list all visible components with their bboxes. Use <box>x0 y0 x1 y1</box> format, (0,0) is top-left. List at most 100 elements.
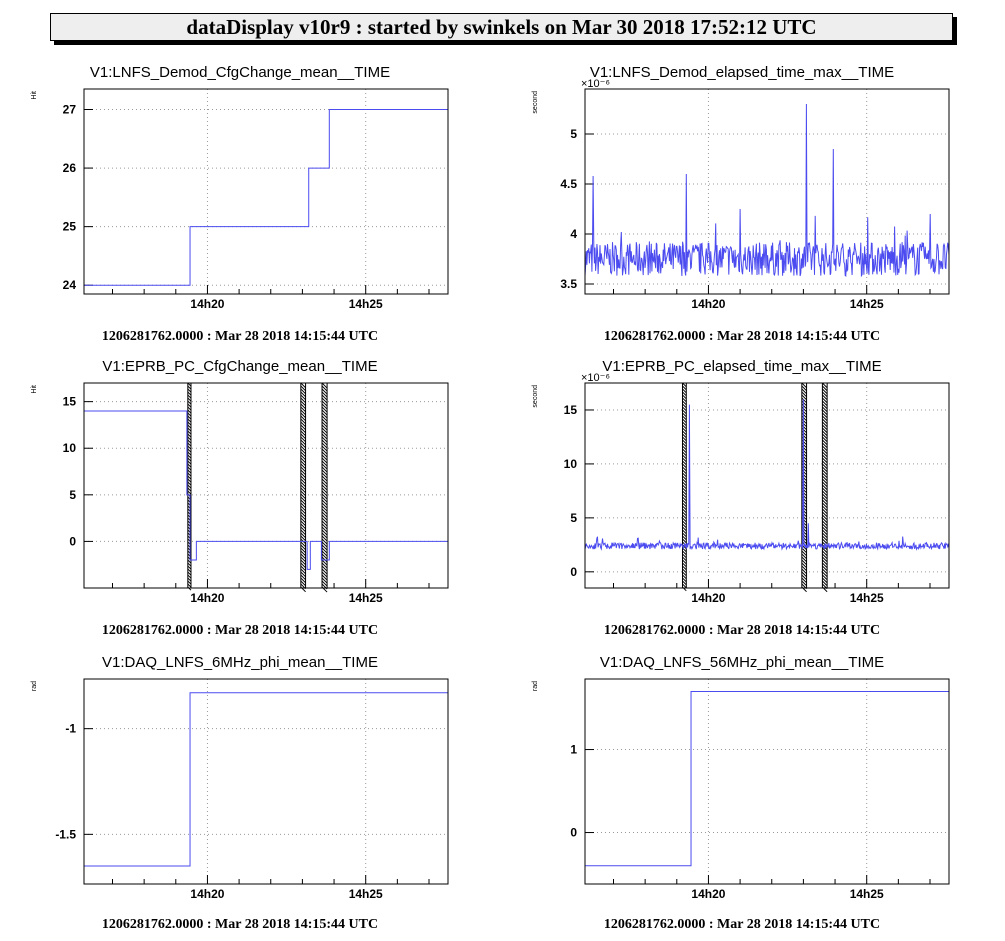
y-tick-label: 27 <box>63 103 77 117</box>
band-hatch <box>822 454 828 461</box>
band-hatch <box>300 529 306 536</box>
band-hatch <box>822 442 828 449</box>
x-tick-label: 14h20 <box>190 297 224 311</box>
band-hatch <box>801 436 807 443</box>
band-hatch <box>187 466 192 471</box>
band-hatch <box>682 466 687 472</box>
panel-title: V1:LNFS_Demod_CfgChange_mean__TIME <box>90 64 390 81</box>
band-hatch <box>682 451 687 457</box>
y-tick-label: 15 <box>564 403 578 417</box>
band-hatch <box>682 565 687 571</box>
band-hatch <box>321 457 328 464</box>
band-hatch <box>822 391 828 398</box>
band-hatch <box>300 523 306 530</box>
page-title: dataDisplay v10r9 : started by swinkels … <box>50 13 953 41</box>
band-hatch <box>682 550 687 556</box>
band-hatch <box>801 409 807 416</box>
band-hatch <box>300 406 306 413</box>
band-hatch <box>822 415 828 422</box>
band-hatch <box>321 547 328 554</box>
band-hatch <box>187 577 192 582</box>
band-hatch <box>321 493 328 500</box>
band-hatch <box>822 436 828 443</box>
band-hatch <box>682 475 687 481</box>
band-hatch <box>321 511 328 518</box>
band-hatch <box>321 412 328 419</box>
band-hatch <box>801 412 807 419</box>
band-hatch <box>321 508 328 515</box>
band-hatch <box>321 400 328 407</box>
band-hatch <box>682 490 687 496</box>
series-line <box>84 692 448 867</box>
band-hatch <box>822 382 828 389</box>
band-hatch <box>682 499 687 505</box>
band-hatch <box>321 445 328 452</box>
band-hatch <box>187 445 192 450</box>
band-hatch <box>187 454 192 459</box>
band-hatch <box>321 382 328 389</box>
band-hatch <box>321 415 328 422</box>
band-hatch <box>682 448 687 454</box>
band-hatch <box>682 511 687 517</box>
band-hatch <box>321 532 328 539</box>
band-hatch <box>682 403 687 409</box>
band-hatch <box>822 487 828 494</box>
band-hatch <box>300 544 306 551</box>
panel-2: V1:LNFS_Demod_elapsed_time_max__TIME 1206… <box>532 64 950 344</box>
band-hatch <box>321 448 328 455</box>
band-hatch <box>300 514 306 521</box>
y-multiplier: ×10⁻⁶ <box>581 372 610 384</box>
band-hatch <box>187 448 192 453</box>
band-hatch <box>682 487 687 493</box>
band-hatch <box>300 391 306 398</box>
band-hatch <box>822 535 828 542</box>
band-hatch <box>187 457 192 462</box>
band-hatch <box>822 565 828 572</box>
y-axis-label: second <box>532 385 539 408</box>
band-hatch <box>682 505 687 511</box>
band-hatch <box>822 469 828 476</box>
band-hatch <box>321 574 328 581</box>
band-hatch <box>321 451 328 458</box>
y-tick-label: 0 <box>570 565 577 579</box>
plot-frame <box>83 382 449 589</box>
band-hatch <box>682 400 687 406</box>
band-hatch <box>187 460 192 465</box>
band-hatch <box>187 403 192 408</box>
panel-title: V1:EPRB_PC_elapsed_time_max__TIME <box>602 358 881 375</box>
band-hatch <box>801 400 807 407</box>
band-hatch <box>822 406 828 413</box>
plot-frame <box>584 88 950 295</box>
band-hatch <box>682 415 687 421</box>
band-hatch <box>300 382 306 389</box>
band-hatch <box>682 577 687 583</box>
band-hatch <box>321 424 328 431</box>
band-hatch <box>300 415 306 422</box>
band-hatch <box>682 472 687 478</box>
band-hatch <box>300 499 306 506</box>
band-hatch <box>822 499 828 506</box>
band-hatch <box>822 532 828 539</box>
band-hatch <box>682 493 687 499</box>
panel-3: V1:EPRB_PC_CfgChange_mean__TIME 120628176… <box>31 358 449 638</box>
band-hatch <box>822 559 828 566</box>
band-hatch <box>187 490 192 495</box>
band-hatch <box>187 388 192 393</box>
band-hatch <box>822 538 828 545</box>
band-hatch <box>187 565 192 570</box>
band-hatch <box>187 436 192 441</box>
band-hatch <box>822 463 828 470</box>
y-tick-label: 25 <box>63 220 77 234</box>
band-hatch <box>300 397 306 404</box>
band-hatch <box>300 457 306 464</box>
band-hatch <box>682 445 687 451</box>
band-hatch <box>801 397 807 404</box>
band-hatch <box>682 439 687 445</box>
band-hatch <box>300 511 306 518</box>
band-hatch <box>682 568 687 574</box>
band-hatch <box>801 424 807 431</box>
band-hatch <box>187 427 192 432</box>
band-hatch <box>682 556 687 562</box>
band-hatch <box>682 484 687 490</box>
band-hatch <box>682 454 687 460</box>
